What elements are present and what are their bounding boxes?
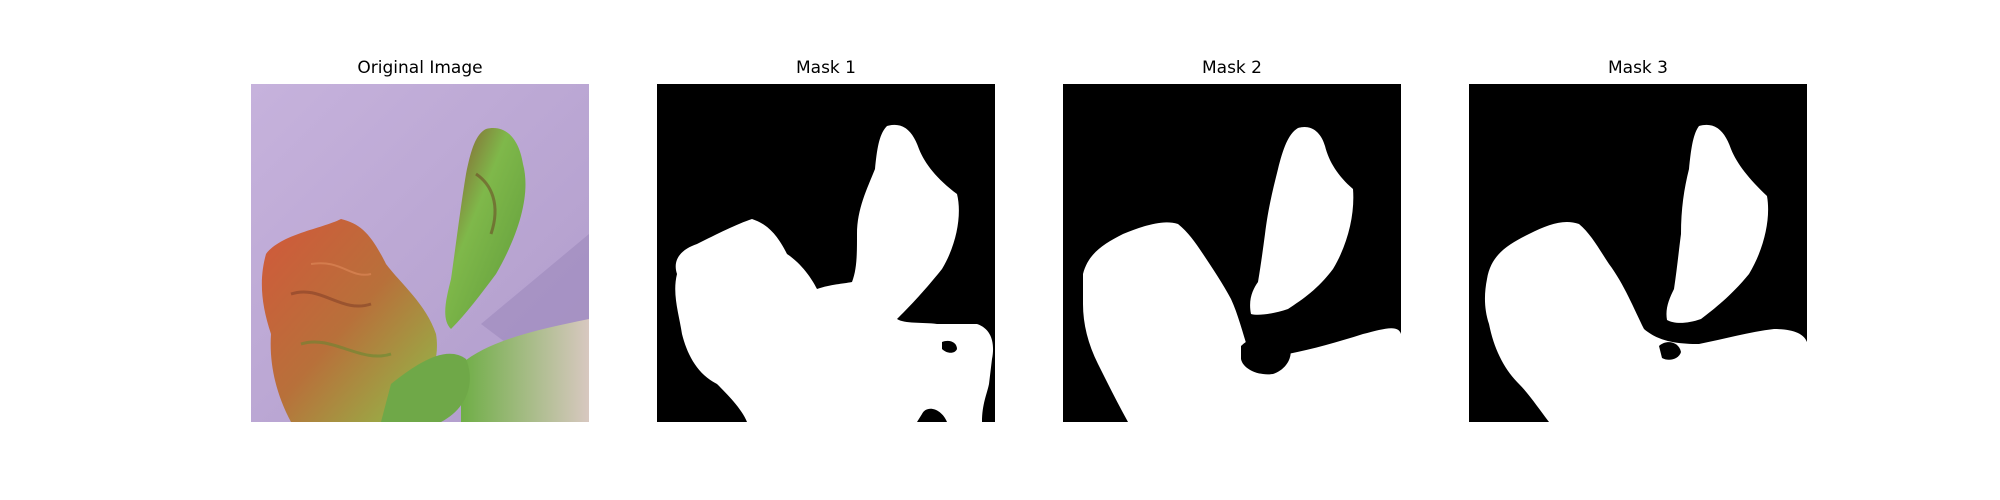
mask-2-panel: Mask 2 (1063, 0, 1401, 500)
original-image (251, 84, 589, 422)
mask-1-panel: Mask 1 (657, 0, 995, 500)
original-image-panel: Original Image (251, 0, 589, 500)
mask-1-image (657, 84, 995, 422)
mask-1-title: Mask 1 (795, 58, 856, 78)
mask-3-image (1469, 84, 1807, 422)
mask-2-image (1063, 84, 1401, 422)
mask-2-title: Mask 2 (1201, 58, 1262, 78)
mask-3-title: Mask 3 (1607, 58, 1668, 78)
original-image-title: Original Image (357, 58, 483, 78)
mask-3-panel: Mask 3 (1469, 0, 1807, 500)
